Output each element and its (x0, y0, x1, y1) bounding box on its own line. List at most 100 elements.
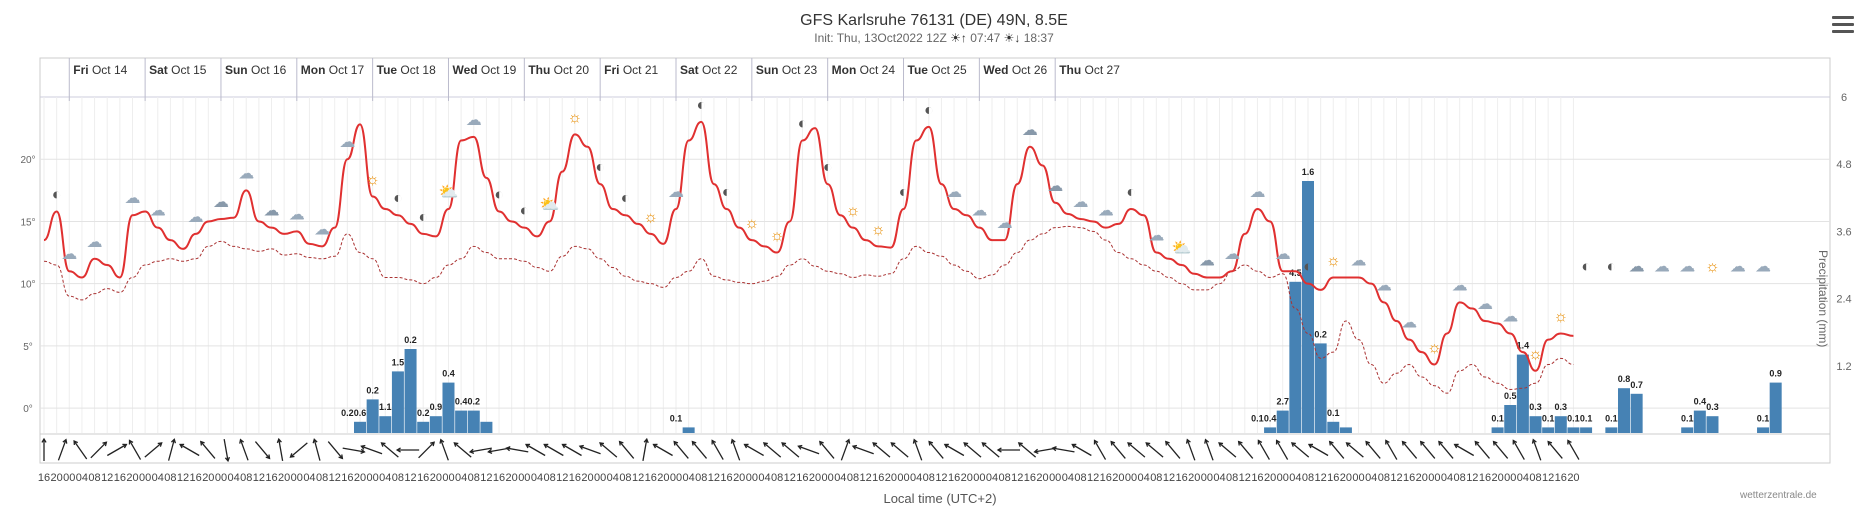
wind-arrow (1145, 442, 1164, 458)
precip-label: 1.6 (1302, 167, 1315, 177)
wind-arrow-head (73, 439, 79, 446)
x-hour-tick: 16 (796, 472, 808, 484)
wind-arrow (673, 441, 689, 459)
wind-arrow-head (1093, 439, 1099, 445)
wind-arrow-head (1185, 438, 1191, 444)
cloud-icon: ☁ (1679, 259, 1695, 276)
y-left-tick: 15° (20, 217, 35, 228)
cloud-icon: ☁ (314, 221, 330, 238)
wind-arrow (1420, 441, 1436, 459)
day-label: Tue Oct 25 (908, 63, 967, 77)
precip-label: 2.7 (1276, 397, 1289, 407)
hamburger-menu-icon[interactable] (1832, 16, 1854, 34)
x-hour-tick: 00 (1504, 472, 1516, 484)
wind-arrow-head (1127, 442, 1133, 447)
wind-arrow (1204, 439, 1214, 461)
moon-icon: ◐ (899, 184, 909, 201)
wind-arrow-head (1474, 440, 1480, 446)
x-hour-tick: 04 (1441, 472, 1453, 484)
wind-arrow (642, 439, 648, 461)
x-hour-tick: 12 (556, 472, 568, 484)
wind-arrow-head (430, 441, 436, 447)
precip-bar (682, 427, 695, 433)
wind-arrow (1493, 441, 1509, 459)
wind-arrow (944, 443, 965, 457)
y-left-tick: 0° (23, 404, 33, 415)
sun-icon: ☼ (365, 172, 380, 189)
wind-arrow-head (963, 442, 969, 447)
wind-arrow (1532, 439, 1542, 461)
wind-arrow-head (996, 447, 1002, 453)
wind-arrow (440, 439, 449, 461)
moon-icon: ◐ (1581, 259, 1591, 276)
wind-arrow-head (819, 440, 824, 446)
cloud-icon: ☁ (1376, 277, 1392, 294)
cloud-icon: ☁ (1730, 259, 1746, 276)
wind-arrow-head (673, 440, 679, 446)
init-time: Init: Thu, 13Oct2022 12Z (814, 31, 947, 45)
x-hour-tick: 20 (354, 472, 366, 484)
moon-icon: ◐ (722, 184, 732, 201)
precip-label: 0.2 (1314, 329, 1327, 339)
day-label: Sat Oct 15 (149, 63, 207, 77)
wind-arrow (731, 439, 741, 461)
wind-arrow (73, 440, 88, 460)
x-hour-tick: 08 (771, 472, 783, 484)
chart-title: GFS Karlsruhe 76131 (DE) 49N, 8.5E (800, 12, 1068, 29)
precip-label: 0.1 (1605, 413, 1618, 423)
x-hour-tick: 00 (518, 472, 530, 484)
wind-arrow (1093, 440, 1107, 460)
wind-arrow-head (487, 448, 493, 454)
wind-arrow (1276, 440, 1289, 460)
wind-arrow-head (943, 443, 949, 449)
wind-arrow (1165, 441, 1181, 459)
wind-arrow (278, 439, 284, 461)
x-hour-tick: 16 (1327, 472, 1339, 484)
precip-bar (429, 416, 442, 433)
x-hour-tick: 16 (645, 472, 657, 484)
moon-icon: ◐ (1303, 259, 1313, 276)
wind-arrow-head (743, 443, 749, 449)
day-label: Thu Oct 27 (1059, 63, 1120, 77)
x-hour-tick: 12 (253, 472, 265, 484)
wind-arrow (1385, 440, 1398, 460)
wind-arrow (57, 439, 67, 461)
wind-arrow-head (1345, 442, 1351, 447)
precip-label: 0.1 (1491, 413, 1504, 423)
x-hour-tick: 08 (847, 472, 859, 484)
x-hour-tick: 04 (152, 472, 164, 484)
x-hour-tick: 04 (1289, 472, 1301, 484)
x-hour-tick: 20 (1416, 472, 1428, 484)
cloud-icon: ☁ (971, 203, 987, 220)
x-hour-tick: 16 (569, 472, 581, 484)
x-hour-tick: 08 (240, 472, 252, 484)
x-hour-tick: 12 (1163, 472, 1175, 484)
x-hour-tick: 08 (999, 472, 1011, 484)
wind-arrow-head (1567, 439, 1572, 445)
x-hour-tick: 16 (1403, 472, 1415, 484)
x-hour-tick: 12 (935, 472, 947, 484)
wind-arrow (1567, 440, 1580, 460)
precip-label: 0.1 (1567, 413, 1580, 423)
x-hour-tick: 16 (1024, 472, 1036, 484)
precip-bar (366, 399, 379, 433)
x-hour-tick: 20 (1340, 472, 1352, 484)
wind-arrow (144, 442, 163, 458)
wind-arrow (525, 443, 546, 457)
precip-label: 1.4 (1517, 341, 1530, 351)
precip-label: 0.2 (468, 397, 481, 407)
wind-arrow-head (1051, 446, 1057, 452)
precip-label: 0.3 (1706, 402, 1719, 412)
x-hour-tick: 00 (442, 472, 454, 484)
x-hour-tick: 12 (708, 472, 720, 484)
wind-arrow (223, 439, 229, 461)
wind-arrow (1308, 443, 1329, 457)
x-hour-tick: 20 (506, 472, 518, 484)
wind-arrow-head (360, 444, 366, 450)
wind-arrow-head (1017, 442, 1023, 447)
precip-label: 1.5 (392, 357, 405, 367)
x-hour-tick: 00 (215, 472, 227, 484)
precip-bar (480, 421, 493, 433)
wind-arrow-head (1110, 440, 1116, 446)
wind-arrow-head (1453, 443, 1459, 449)
